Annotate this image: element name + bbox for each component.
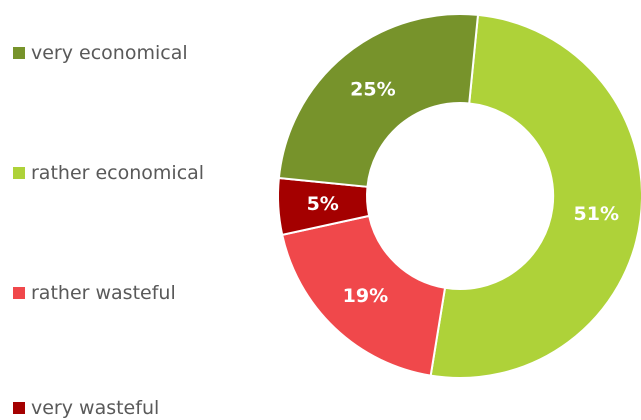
legend-item-rather-economical: rather economical [13, 161, 204, 185]
slice-value-label: 5% [307, 193, 339, 215]
legend-swatch [13, 47, 25, 59]
legend-label: very wasteful [31, 397, 160, 419]
donut-slice-very-economical [277, 13, 480, 188]
chart-legend: very economical rather economical rather… [13, 0, 243, 420]
legend-swatch [13, 287, 25, 299]
legend-item-very-economical: very economical [13, 41, 188, 65]
legend-item-rather-wasteful: rather wasteful [13, 281, 176, 305]
donut-slice-labels: 51% 19% 5% 25% [307, 79, 619, 307]
legend-label: rather wasteful [31, 282, 176, 304]
donut-slices [277, 13, 641, 379]
legend-label: rather economical [31, 162, 205, 184]
donut-slice-rather-economical [429, 13, 641, 379]
donut-slice-rather-wasteful [281, 214, 447, 377]
slice-value-label: 19% [343, 285, 388, 307]
slice-value-label: 25% [350, 79, 395, 101]
slice-value-label: 51% [574, 203, 619, 225]
legend-label: very economical [31, 42, 188, 64]
legend-swatch [13, 167, 25, 179]
legend-swatch [13, 402, 25, 414]
legend-item-very-wasteful: very wasteful [13, 396, 159, 420]
